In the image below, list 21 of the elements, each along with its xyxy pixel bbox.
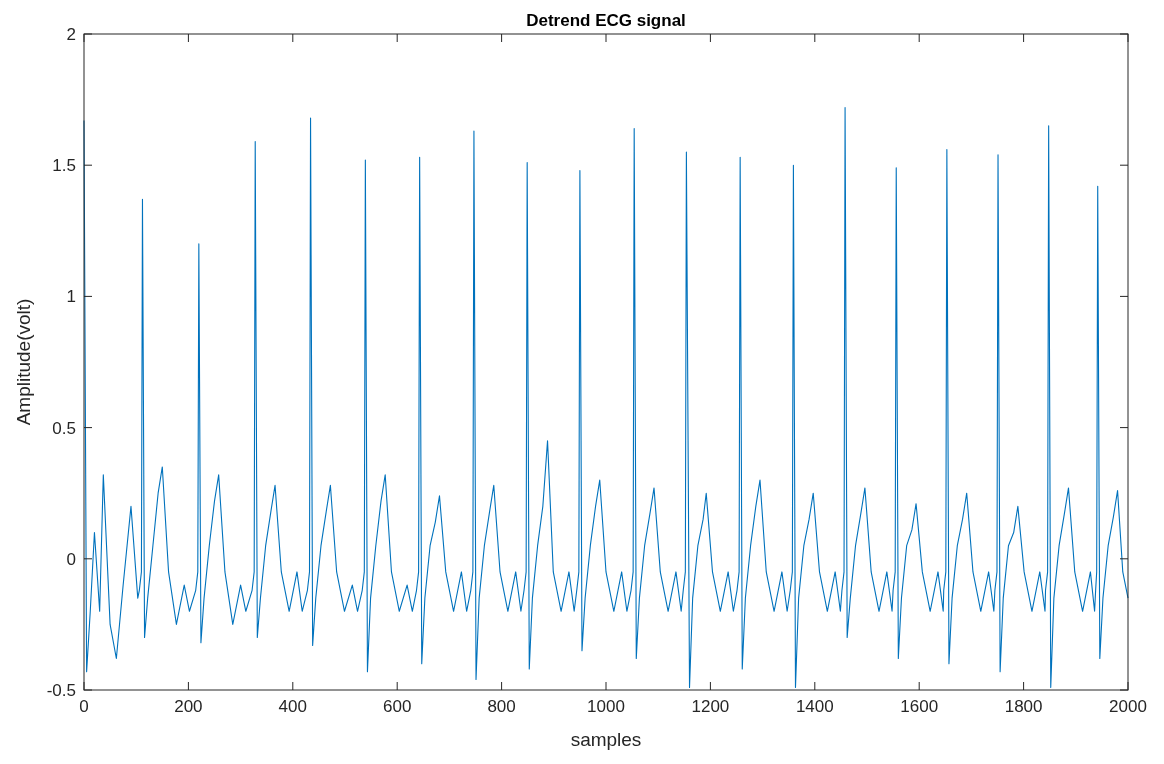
y-tick-label: 0 — [66, 549, 76, 569]
x-tick-label: 1000 — [587, 697, 625, 716]
x-tick-label: 400 — [278, 697, 307, 716]
chart-title: Detrend ECG signal — [526, 11, 686, 30]
y-tick-label: 0.5 — [52, 418, 76, 438]
x-axis-title: samples — [570, 729, 642, 750]
x-tick-label: 200 — [174, 697, 203, 716]
x-tick-label: 600 — [383, 697, 412, 716]
x-tick-label: 1800 — [1004, 697, 1043, 716]
x-tick-label: 1200 — [691, 697, 730, 716]
x-tick-label: 0 — [79, 697, 89, 716]
y-tick-label: 1 — [66, 287, 76, 307]
x-tick-label: 1400 — [795, 697, 834, 716]
y-tick-label: -0.5 — [46, 681, 76, 700]
y-axis-title: Amplitude(volt) — [13, 298, 34, 426]
x-tick-label: 1600 — [900, 697, 939, 716]
y-tick-label: 2 — [66, 25, 76, 44]
y-tick-label: 1.5 — [52, 156, 76, 176]
x-tick-label: 800 — [487, 697, 516, 716]
x-tick-label: 2000 — [1109, 697, 1147, 716]
line-series — [83, 106, 1129, 688]
